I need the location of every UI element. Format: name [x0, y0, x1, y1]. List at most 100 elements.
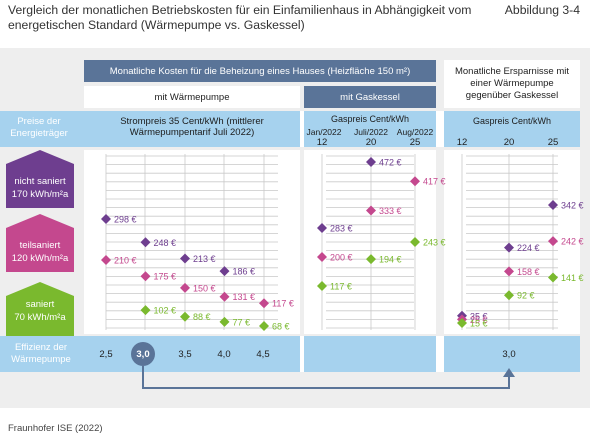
prices-row-label: Preise der Energieträger — [10, 116, 68, 139]
gas-tick-25: 25 — [409, 137, 421, 148]
data-label-heatpump: 77 € — [233, 317, 251, 327]
data-label-savings: 92 € — [517, 291, 535, 301]
data-label-gas: 200 € — [330, 253, 353, 263]
category-value-nicht-saniert: 170 kWh/m²a — [11, 189, 69, 200]
data-label-gas: 194 € — [379, 255, 402, 265]
savings-efficiency-value: 3,0 — [502, 349, 516, 360]
savings-title: Monatliche Ersparnisse mit einer Wärmepu… — [454, 66, 570, 101]
data-point-savings — [548, 200, 558, 210]
category-label-teilsaniert: teilsaniert — [19, 240, 61, 251]
data-point-savings — [548, 236, 558, 247]
data-label-heatpump: 68 € — [272, 322, 290, 332]
data-point-heatpump — [180, 253, 190, 264]
data-point-heatpump — [140, 237, 151, 248]
house-teilsaniert — [6, 214, 74, 272]
data-point-gas — [317, 252, 327, 263]
data-label-gas: 333 € — [379, 206, 402, 216]
figure-number: Abbildung 3-4 — [504, 3, 580, 17]
category-label-saniert: saniert — [25, 299, 55, 310]
data-point-savings — [457, 318, 467, 328]
data-label-savings: 158 € — [517, 267, 540, 277]
data-label-heatpump: 88 € — [193, 312, 211, 322]
eff-tick-3-5[interactable]: 3,5 — [178, 349, 192, 360]
savings-tick-20: 20 — [503, 137, 515, 148]
heatpump-title: mit Wärmepumpe — [154, 91, 230, 103]
gas-title: mit Gaskessel — [340, 91, 400, 103]
data-label-gas: 117 € — [330, 282, 352, 292]
category-value-teilsaniert: 120 kWh/m²a — [11, 253, 69, 264]
data-label-heatpump: 175 € — [154, 272, 177, 282]
gas-month-aug: Aug/2022 — [396, 127, 434, 137]
data-label-gas: 283 € — [330, 224, 353, 234]
electricity-price-label: Strompreis 35 Cent/kWh (mittlerer Wärmep… — [120, 116, 264, 138]
data-label-heatpump: 186 € — [233, 267, 256, 277]
data-label-heatpump: 102 € — [154, 306, 177, 316]
data-point-gas — [317, 281, 327, 291]
gas-month-jul: Juli/2022 — [353, 127, 389, 137]
data-point-heatpump — [259, 321, 269, 331]
eff-tick-4-5[interactable]: 4,5 — [256, 349, 270, 360]
data-label-heatpump: 150 € — [193, 283, 216, 293]
data-point-savings — [504, 242, 514, 253]
data-point-heatpump — [180, 311, 190, 322]
data-label-heatpump: 210 € — [114, 255, 137, 265]
data-label-savings: 342 € — [561, 201, 584, 211]
data-label-gas: 243 € — [423, 237, 446, 247]
data-label-gas: 417 € — [423, 177, 446, 187]
price-bar-divider-1 — [300, 111, 304, 147]
category-label-nicht-saniert: nicht saniert — [14, 176, 66, 187]
data-point-heatpump — [140, 305, 151, 316]
house-nicht-saniert — [6, 150, 74, 208]
savings-gas-price-label: Gaspreis Cent/kWh — [472, 116, 552, 126]
eff-tick-3-0[interactable]: 3,0 — [136, 349, 150, 360]
house-saniert — [6, 282, 74, 338]
data-point-savings — [548, 272, 558, 283]
data-point-gas — [366, 157, 376, 167]
efficiency-arrow-head — [503, 368, 515, 377]
price-bar-divider-2 — [436, 111, 444, 147]
efficiency-arrow — [142, 366, 515, 389]
data-point-gas — [410, 236, 420, 247]
gas-header: mit Gaskessel — [304, 86, 436, 108]
data-point-heatpump — [140, 271, 151, 282]
price-bar — [0, 111, 580, 147]
gas-price-label: Gaspreis Cent/kWh — [330, 114, 410, 124]
data-point-heatpump — [101, 214, 111, 224]
savings-tick-12: 12 — [456, 137, 468, 148]
selected-efficiency-circle[interactable] — [131, 342, 155, 366]
data-label-heatpump: 213 € — [193, 254, 216, 264]
savings-tick-25: 25 — [547, 137, 559, 148]
data-label-heatpump: 131 € — [233, 292, 256, 302]
data-point-heatpump — [219, 291, 230, 302]
data-point-heatpump — [219, 266, 230, 277]
data-point-gas — [366, 254, 376, 265]
data-label-heatpump: 117 € — [272, 299, 294, 309]
category-value-saniert: 70 kWh/m²a — [14, 312, 66, 323]
category-houses — [6, 150, 74, 338]
heatpump-header: mit Wärmepumpe — [84, 86, 300, 108]
data-label-savings: 25 € — [470, 315, 488, 325]
data-point-savings — [504, 266, 514, 277]
data-label-savings: 224 € — [517, 243, 540, 253]
data-point-gas — [410, 176, 420, 187]
data-label-heatpump: 248 € — [154, 238, 177, 248]
data-point-heatpump — [259, 298, 269, 309]
efficiency-bar-divider-1 — [300, 336, 304, 372]
source-note: Fraunhofer ISE (2022) — [8, 423, 103, 434]
data-label-heatpump: 298 € — [114, 215, 137, 225]
data-label-savings: 242 € — [561, 237, 584, 247]
data-label-savings: 35 € — [470, 311, 488, 321]
monthly-costs-banner: Monatliche Kosten für die Beheizung eine… — [84, 60, 436, 82]
gas-month-jan: Jan/2022 — [306, 127, 342, 137]
efficiency-bar-divider-2 — [436, 336, 444, 372]
data-point-heatpump — [219, 316, 230, 327]
eff-tick-2-5[interactable]: 2,5 — [99, 349, 113, 360]
efficiency-row-label: Effizienz der Wärmepumpe — [11, 342, 71, 365]
data-point-heatpump — [180, 282, 190, 293]
figure-title: Vergleich der monatlichen Betriebskosten… — [8, 3, 472, 32]
data-point-savings — [504, 290, 514, 301]
eff-tick-4-0[interactable]: 4,0 — [217, 349, 231, 360]
data-point-gas — [317, 223, 327, 234]
monthly-costs-title: Monatliche Kosten für die Beheizung eine… — [109, 65, 411, 77]
